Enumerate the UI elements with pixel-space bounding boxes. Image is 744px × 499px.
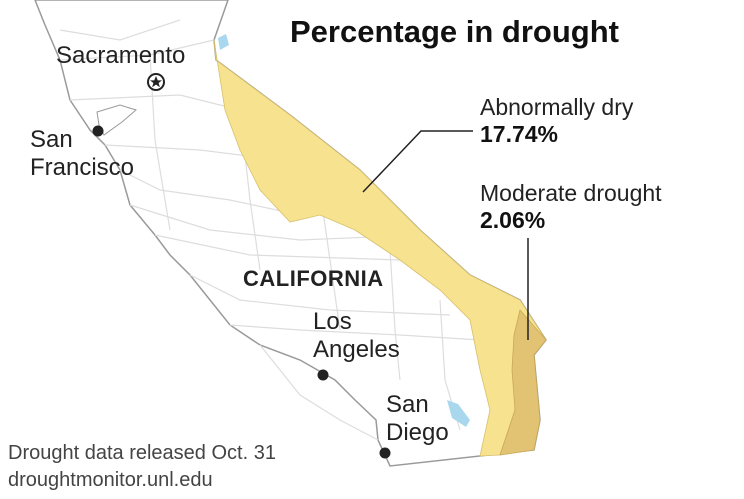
city-name-line: Francisco <box>30 154 135 181</box>
city-name-line: San <box>30 126 73 153</box>
sf-bay <box>96 104 138 136</box>
abnormally-dry-area <box>213 39 547 457</box>
legend-category-label: Abnormally dry <box>480 94 634 120</box>
legend-moderate-drought: Moderate drought 2.06% <box>480 180 662 234</box>
city-label-los-angeles: Los Angeles <box>313 308 400 364</box>
map-title: Percentage in drought <box>290 14 619 49</box>
abnormally-dry-leader <box>362 130 473 193</box>
legend-percent-value: 17.74% <box>480 121 559 147</box>
source-url: droughtmonitor.unl.edu <box>8 469 213 491</box>
legend-percent-value: 2.06% <box>480 207 546 233</box>
city-name-line: Diego <box>386 419 449 446</box>
source-note: Drought data released Oct. 31 <box>8 442 276 464</box>
legend-category-label: Moderate drought <box>480 180 662 206</box>
city-name-line: Sacramento <box>56 42 186 69</box>
city-name-line: San <box>386 391 429 418</box>
city-name-line: Angeles <box>313 336 400 363</box>
city-name-line: Los <box>313 308 352 335</box>
los-angeles-marker <box>317 369 329 381</box>
lake-tahoe <box>218 34 229 50</box>
state-label: CALIFORNIA <box>243 266 384 291</box>
city-label-sacramento: Sacramento <box>56 42 185 70</box>
salton-sea <box>447 400 470 427</box>
city-label-san-francisco: San Francisco <box>30 126 134 182</box>
sacramento-marker <box>147 73 165 91</box>
moderate-drought-area <box>499 309 547 456</box>
city-label-san-diego: San Diego <box>386 391 449 447</box>
legend-abnormally-dry: Abnormally dry 17.74% <box>480 94 633 148</box>
san-francisco-marker <box>92 125 104 137</box>
san-diego-marker <box>379 447 391 459</box>
